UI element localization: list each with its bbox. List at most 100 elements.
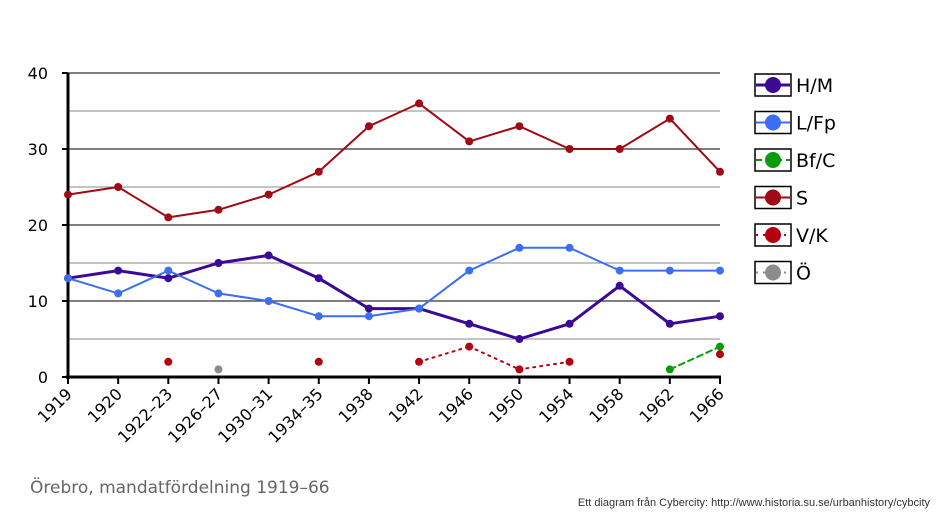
y-tick-label: 10 [28,292,48,311]
data-point [716,167,724,176]
data-point [665,365,674,374]
data-point [114,289,123,298]
data-point [515,335,524,343]
data-point [64,190,72,199]
series-line-segment [568,246,621,272]
data-point [515,122,524,131]
data-point [716,312,724,321]
data-point [415,99,424,108]
data-point [164,274,173,283]
data-point [214,289,223,298]
data-point [665,114,674,123]
series-line-segment [418,345,471,363]
data-point [314,274,323,283]
data-point [515,243,524,252]
data-point [364,312,373,321]
legend-label: L/Fp [796,113,836,135]
x-tick-label: 1946 [435,384,477,426]
x-tick-label: 1942 [385,384,427,426]
x-tick-label: 1938 [335,384,377,426]
series-line-segment [117,186,170,219]
data-point [716,342,724,351]
series-line-segment [117,269,170,295]
series-line-segment [568,284,622,326]
legend-swatch-marker [765,189,781,206]
source-credit: Ett diagram från Cybercity: http://www.h… [577,497,930,509]
data-point [565,319,574,328]
data-point [264,297,273,305]
series-line-segment [418,269,471,310]
series-line-segment [517,322,572,341]
series-line-segment [418,102,471,143]
data-point [314,357,323,366]
data-point [465,342,474,351]
data-point [364,304,373,313]
legend-swatch-marker [765,152,781,168]
data-point [665,266,674,275]
x-tick-label: 1950 [485,384,527,426]
data-point [64,274,72,283]
series-line-segment [518,125,571,150]
data-point [415,304,424,313]
data-point [364,122,373,131]
series-line-segment [518,360,571,371]
data-point [214,365,223,374]
legend-swatch-marker [765,77,781,93]
data-point [465,319,474,328]
y-tick-label: 20 [28,216,48,235]
series-line-segment [367,307,421,318]
x-tick-label: 1962 [635,384,677,426]
series-line-segment [167,208,220,219]
series-line-segment [267,300,320,318]
data-point [214,205,223,214]
series-line-segment [668,117,721,173]
legend-label: Ö [796,262,811,285]
data-point [314,167,323,176]
data-point [114,266,123,275]
legend-label: Bf/C [796,150,835,172]
series-line-segment [367,102,421,128]
series-line-segment [67,186,120,196]
series-line-segment [66,269,120,280]
data-point [114,183,123,191]
data-point [515,365,524,374]
series-line-segment [618,117,671,150]
data-point [264,190,273,199]
y-tick-label: 30 [28,140,48,159]
series-line-segment [267,253,321,280]
data-point [415,357,424,366]
data-point [164,266,173,275]
series-line-segment [417,307,471,326]
y-tick-label: 40 [28,64,48,83]
series-line-segment [618,284,672,326]
series-line-segment [217,292,270,302]
data-point [716,350,724,359]
series-line-segment [668,345,721,371]
series-line-segment [116,269,170,280]
chart-caption: Örebro, mandatfördelning 1919–66 [30,478,330,498]
x-tick-label: 1934–35 [264,384,326,446]
y-tick-label: 0 [38,368,48,387]
legend-label: S [796,188,808,210]
data-point [665,319,674,328]
series-line-segment [467,322,521,341]
series-line-segment [317,125,370,173]
series-line-segment [317,276,371,311]
x-tick-label: 1920 [84,384,126,426]
data-point [615,266,624,275]
series-line-segment [668,314,722,326]
legend-swatch-marker [765,114,781,131]
series-line-segment [468,345,521,371]
data-point [214,259,223,267]
series-line-segment [468,246,521,272]
data-point [314,312,323,321]
data-point [615,281,624,290]
data-point [615,145,624,153]
legend-swatch-marker [765,227,781,243]
x-tick-label: 1919 [34,384,76,426]
series-line-segment [67,277,120,295]
series-line-segment [468,125,521,143]
x-tick-label: 1966 [686,384,728,426]
legend-swatch-marker [765,264,781,281]
